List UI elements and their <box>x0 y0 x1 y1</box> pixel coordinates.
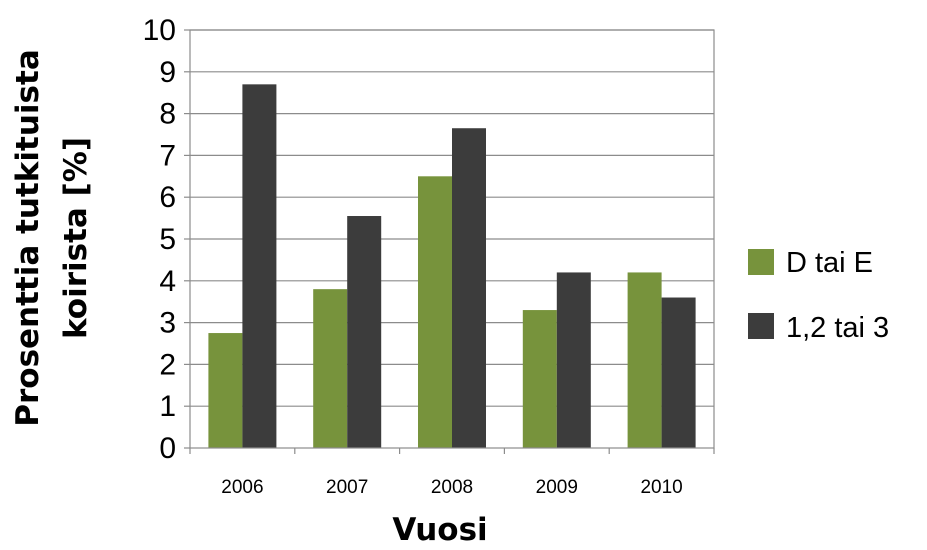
y-tick-label: 8 <box>159 98 176 131</box>
bar-d-tai-e-2008 <box>418 176 452 449</box>
y-tick-label: 6 <box>159 181 176 214</box>
x-tick-label: 2009 <box>536 477 578 498</box>
bar-d-tai-e-2010 <box>627 272 662 448</box>
bar-d-tai-e-2007 <box>313 289 348 448</box>
plot-area-border <box>189 29 715 449</box>
x-tick-label: 2006 <box>221 477 263 498</box>
legend-label-1-2-tai-3: 1,2 tai 3 <box>786 312 889 344</box>
y-tick-label: 4 <box>159 265 176 298</box>
bar-d-tai-e-2009 <box>522 310 557 448</box>
x-axis-title: Vuosi <box>392 512 487 548</box>
legend-swatch-d-tai-e <box>748 249 774 275</box>
bar-d-tai-e-2006 <box>208 333 243 448</box>
y-axis-title-line-1: Prosenttia tutkituista <box>10 49 46 426</box>
bar-1-2-tai-3-2006 <box>242 84 277 448</box>
x-tick-label: 2007 <box>326 477 368 498</box>
y-tick-label: 1 <box>159 390 176 423</box>
legend-label-d-tai-e: D tai E <box>786 247 873 279</box>
bar-1-2-tai-3-2007 <box>347 216 382 448</box>
y-tick-label: 9 <box>159 56 176 89</box>
y-tick-labels: 0 1 2 3 4 5 6 7 8 9 10 <box>143 14 176 465</box>
x-tick-labels: 2006 2007 2008 2009 2010 <box>221 477 682 498</box>
y-tick-label: 5 <box>159 223 176 256</box>
y-tick-label: 10 <box>143 14 176 47</box>
y-tick-label: 3 <box>159 307 176 340</box>
bar-1-2-tai-3-2008 <box>452 128 486 449</box>
y-tick-label: 2 <box>159 348 176 381</box>
bars <box>208 84 696 449</box>
x-tick-label: 2010 <box>640 477 682 498</box>
y-tick-label: 0 <box>159 432 176 465</box>
axes <box>184 29 715 454</box>
legend-swatch-1-2-tai-3 <box>748 313 774 339</box>
legend: D tai E 1,2 tai 3 <box>748 247 889 344</box>
y-tick-label: 7 <box>159 139 176 172</box>
x-tick-label: 2008 <box>431 477 473 498</box>
bar-1-2-tai-3-2010 <box>661 297 696 448</box>
y-axis-title-line-2: koirista [%] <box>58 137 94 339</box>
bar-1-2-tai-3-2009 <box>556 272 591 448</box>
